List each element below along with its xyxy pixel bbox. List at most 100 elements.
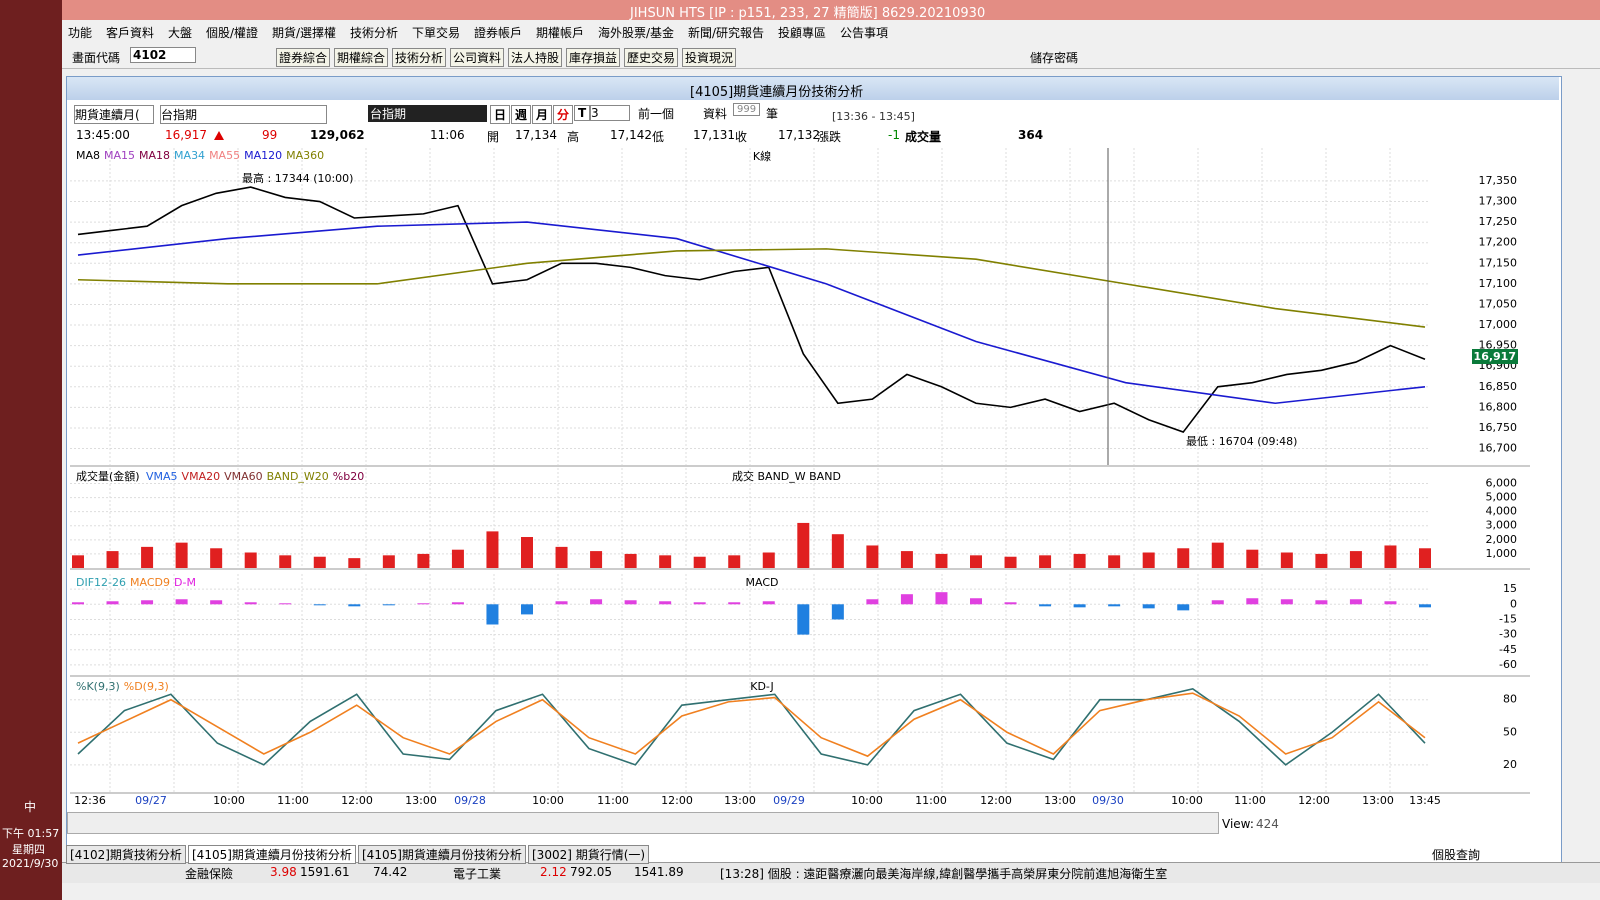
period-button[interactable]: T xyxy=(574,105,591,121)
quote-close-label: 收 xyxy=(735,130,748,144)
toolbar-button[interactable]: 歷史交易 xyxy=(624,48,679,67)
last-price: 16,917 xyxy=(1474,350,1516,363)
date: 2021/9/30 xyxy=(2,857,59,870)
bar xyxy=(1177,604,1190,611)
quote-vol: 364 xyxy=(1018,128,1044,142)
bar xyxy=(900,594,913,605)
bar xyxy=(590,551,603,568)
panel-label: MACD xyxy=(746,576,779,589)
period-n[interactable]: 3 xyxy=(590,105,630,121)
legend-entry: %K(9,3) xyxy=(76,680,120,693)
y-tick-label: -15 xyxy=(1499,612,1517,625)
menu-item[interactable]: 技術分析 xyxy=(350,26,399,40)
menu-item[interactable]: 海外股票/基金 xyxy=(598,26,675,40)
menu-item[interactable]: 公告事項 xyxy=(840,26,889,40)
quote-low-label: 低 xyxy=(652,130,665,144)
window-title: JIHSUN HTS [IP : p151, 233, 27 精簡版] 8629… xyxy=(630,6,986,21)
ime: 中 xyxy=(24,800,37,814)
scrollbar[interactable] xyxy=(67,812,1219,834)
legend-entry: MA55 xyxy=(209,149,240,162)
period-button[interactable]: 分 xyxy=(553,105,574,124)
ticker-news: [13:28] 個股 : 遠距醫療灑向最美海岸線,緯創醫學攜手高榮屏東分院前進旭… xyxy=(720,867,1168,881)
series-line xyxy=(77,248,1426,328)
toolbar-button[interactable]: 投資現況 xyxy=(682,48,737,67)
symbol[interactable]: 台指期 xyxy=(160,105,327,124)
menu-item[interactable]: 期權帳戶 xyxy=(536,26,585,40)
panel-title-bar xyxy=(67,77,1559,100)
tab[interactable]: [4105]期貨連續月份技術分析 xyxy=(188,845,356,864)
legend-entry: D-M xyxy=(174,576,196,589)
ticker-p1: 1591.61 xyxy=(300,865,350,879)
menu-item[interactable]: 期貨/選擇權 xyxy=(272,26,337,40)
menu-item[interactable]: 功能 xyxy=(68,26,93,40)
bar xyxy=(935,592,948,605)
toolbar-button[interactable]: 期權綜合 xyxy=(334,48,389,67)
legend-entry: MA18 xyxy=(139,149,170,162)
bar xyxy=(417,553,430,568)
menu-item[interactable]: 客戶資料 xyxy=(106,26,155,40)
bar xyxy=(728,602,741,605)
bar xyxy=(797,604,810,635)
menu-item[interactable]: 下單交易 xyxy=(412,26,461,40)
bar xyxy=(1073,553,1086,568)
bar xyxy=(659,601,672,605)
menu-item[interactable]: 個股/權證 xyxy=(206,26,259,40)
series-line xyxy=(77,221,1426,405)
menu-item[interactable]: 大盤 xyxy=(168,26,193,40)
quote-open: 17,134 xyxy=(515,128,557,142)
tab[interactable]: [4105]期貨連續月份技術分析 xyxy=(358,845,526,864)
view-value: 424 xyxy=(1256,817,1279,831)
period-button[interactable]: 日 xyxy=(490,105,511,124)
y-tick-label: 17,200 xyxy=(1479,236,1518,249)
ticker-s1: 金融保險 xyxy=(185,867,234,881)
tab[interactable]: [4102]期貨技術分析 xyxy=(66,845,186,864)
x-tick-label: 09/30 xyxy=(1092,794,1124,807)
code-label: 畫面代碼 xyxy=(72,51,121,65)
code-input[interactable]: 4102 xyxy=(130,47,196,63)
quote-bar-time: 11:06 xyxy=(430,128,465,142)
bar xyxy=(797,522,810,568)
toolbar-button[interactable]: 證券綜合 xyxy=(276,48,331,67)
menu-item[interactable]: 證券帳戶 xyxy=(474,26,523,40)
y-tick-label: 17,350 xyxy=(1479,174,1518,187)
period-button[interactable]: 週 xyxy=(511,105,532,124)
x-tick-label: 13:00 xyxy=(1044,794,1076,807)
annotation: 最低 : 16704 (09:48) xyxy=(1186,435,1297,448)
bar xyxy=(900,551,913,568)
up-arrow xyxy=(214,131,224,140)
bar xyxy=(175,599,188,605)
bar xyxy=(762,601,775,605)
toolbar-button[interactable]: 公司資料 xyxy=(450,48,505,67)
y-tick-label: 17,050 xyxy=(1479,297,1518,310)
menu-item[interactable]: 新聞/研究報告 xyxy=(688,26,765,40)
legend-entry: VMA20 xyxy=(182,470,221,483)
data-count: 999 xyxy=(733,103,761,116)
bar xyxy=(555,601,568,605)
quote-price: 16,917 xyxy=(165,128,207,142)
selector[interactable]: 期貨連續月( xyxy=(74,105,154,124)
taskbar xyxy=(0,0,62,900)
period-button[interactable]: 月 xyxy=(532,105,553,124)
query[interactable]: 個股查詢 xyxy=(1432,848,1481,862)
tab[interactable]: [3002] 期貨行情(一) xyxy=(528,845,650,864)
bar xyxy=(1177,548,1190,568)
series-line xyxy=(77,692,1426,758)
bar xyxy=(1384,545,1397,568)
bar xyxy=(521,537,533,568)
prev-button[interactable]: 前一個 xyxy=(638,107,675,121)
quote-change: 99 xyxy=(262,128,278,142)
toolbar-button[interactable]: 庫存損益 xyxy=(566,48,621,67)
legend-entry: VMA60 xyxy=(224,470,263,483)
toolbar-button[interactable]: 技術分析 xyxy=(392,48,447,67)
bar xyxy=(1108,604,1121,607)
annotation: 最高 : 17344 (10:00) xyxy=(242,171,353,185)
menu-item[interactable]: 投顧專區 xyxy=(778,26,827,40)
bar xyxy=(1142,552,1155,568)
quote-chg: -1 xyxy=(888,128,900,142)
toolbar-button[interactable]: 法人持股 xyxy=(508,48,563,67)
bar xyxy=(1419,604,1431,608)
clock: 下午 01:57 xyxy=(2,827,60,840)
bar xyxy=(935,553,948,568)
ticker-p2: 792.05 xyxy=(570,865,612,879)
